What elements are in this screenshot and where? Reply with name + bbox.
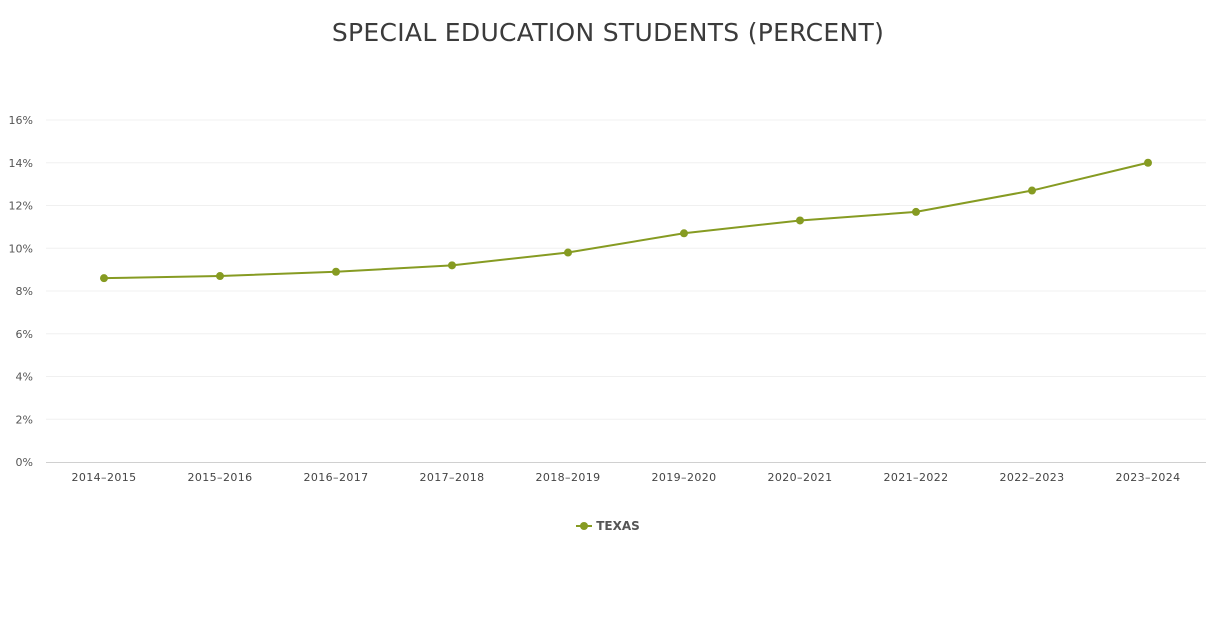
x-tick-label: 2018–2019 bbox=[535, 471, 600, 484]
x-tick-label: 2014–2015 bbox=[71, 471, 136, 484]
x-tick-label: 2021–2022 bbox=[883, 471, 948, 484]
data-point[interactable] bbox=[216, 272, 224, 281]
y-tick-label: 2% bbox=[16, 413, 33, 426]
y-tick-label: 8% bbox=[16, 285, 33, 298]
y-tick-label: 4% bbox=[16, 371, 33, 384]
x-axis-ticks: 2014–2015 2015–2016 2016–2017 2017–2018 2018… bbox=[71, 471, 1180, 484]
x-tick-label: 2015–2016 bbox=[187, 471, 252, 484]
y-tick-label: 16% bbox=[9, 114, 33, 127]
x-tick-label: 2017–2018 bbox=[419, 471, 484, 484]
series-line-texas bbox=[103, 161, 1149, 280]
data-point[interactable] bbox=[912, 207, 920, 216]
y-axis-ticks: 0% 2% 4% 6% 8% 10% 12% 14% 16% bbox=[9, 114, 33, 469]
y-tick-label: 14% bbox=[9, 157, 33, 170]
data-point[interactable] bbox=[1144, 158, 1152, 167]
x-tick-label: 2016–2017 bbox=[303, 471, 368, 484]
x-tick-label: 2023–2024 bbox=[1115, 471, 1180, 484]
data-point[interactable] bbox=[448, 261, 456, 270]
data-point[interactable] bbox=[1028, 186, 1036, 195]
legend-label: TEXAS bbox=[596, 519, 640, 533]
data-point[interactable] bbox=[100, 274, 108, 283]
data-point[interactable] bbox=[564, 248, 572, 257]
series-group bbox=[100, 158, 1152, 283]
x-tick-label: 2022–2023 bbox=[999, 471, 1064, 484]
data-point[interactable] bbox=[332, 267, 340, 276]
gridlines bbox=[46, 119, 1206, 420]
data-point[interactable] bbox=[680, 229, 688, 238]
y-tick-label: 6% bbox=[16, 328, 33, 341]
x-tick-label: 2019–2020 bbox=[651, 471, 716, 484]
legend: TEXAS bbox=[0, 519, 1216, 533]
y-tick-label: 12% bbox=[9, 200, 33, 213]
legend-item-texas[interactable]: TEXAS bbox=[576, 519, 640, 533]
x-tick-label: 2020–2021 bbox=[767, 471, 832, 484]
legend-line-marker-icon bbox=[576, 522, 593, 530]
data-point[interactable] bbox=[796, 216, 804, 225]
y-tick-label: 0% bbox=[16, 456, 33, 469]
y-tick-label: 10% bbox=[9, 242, 33, 255]
chart-title: SPECIAL EDUCATION STUDENTS (PERCENT) bbox=[331, 18, 885, 47]
